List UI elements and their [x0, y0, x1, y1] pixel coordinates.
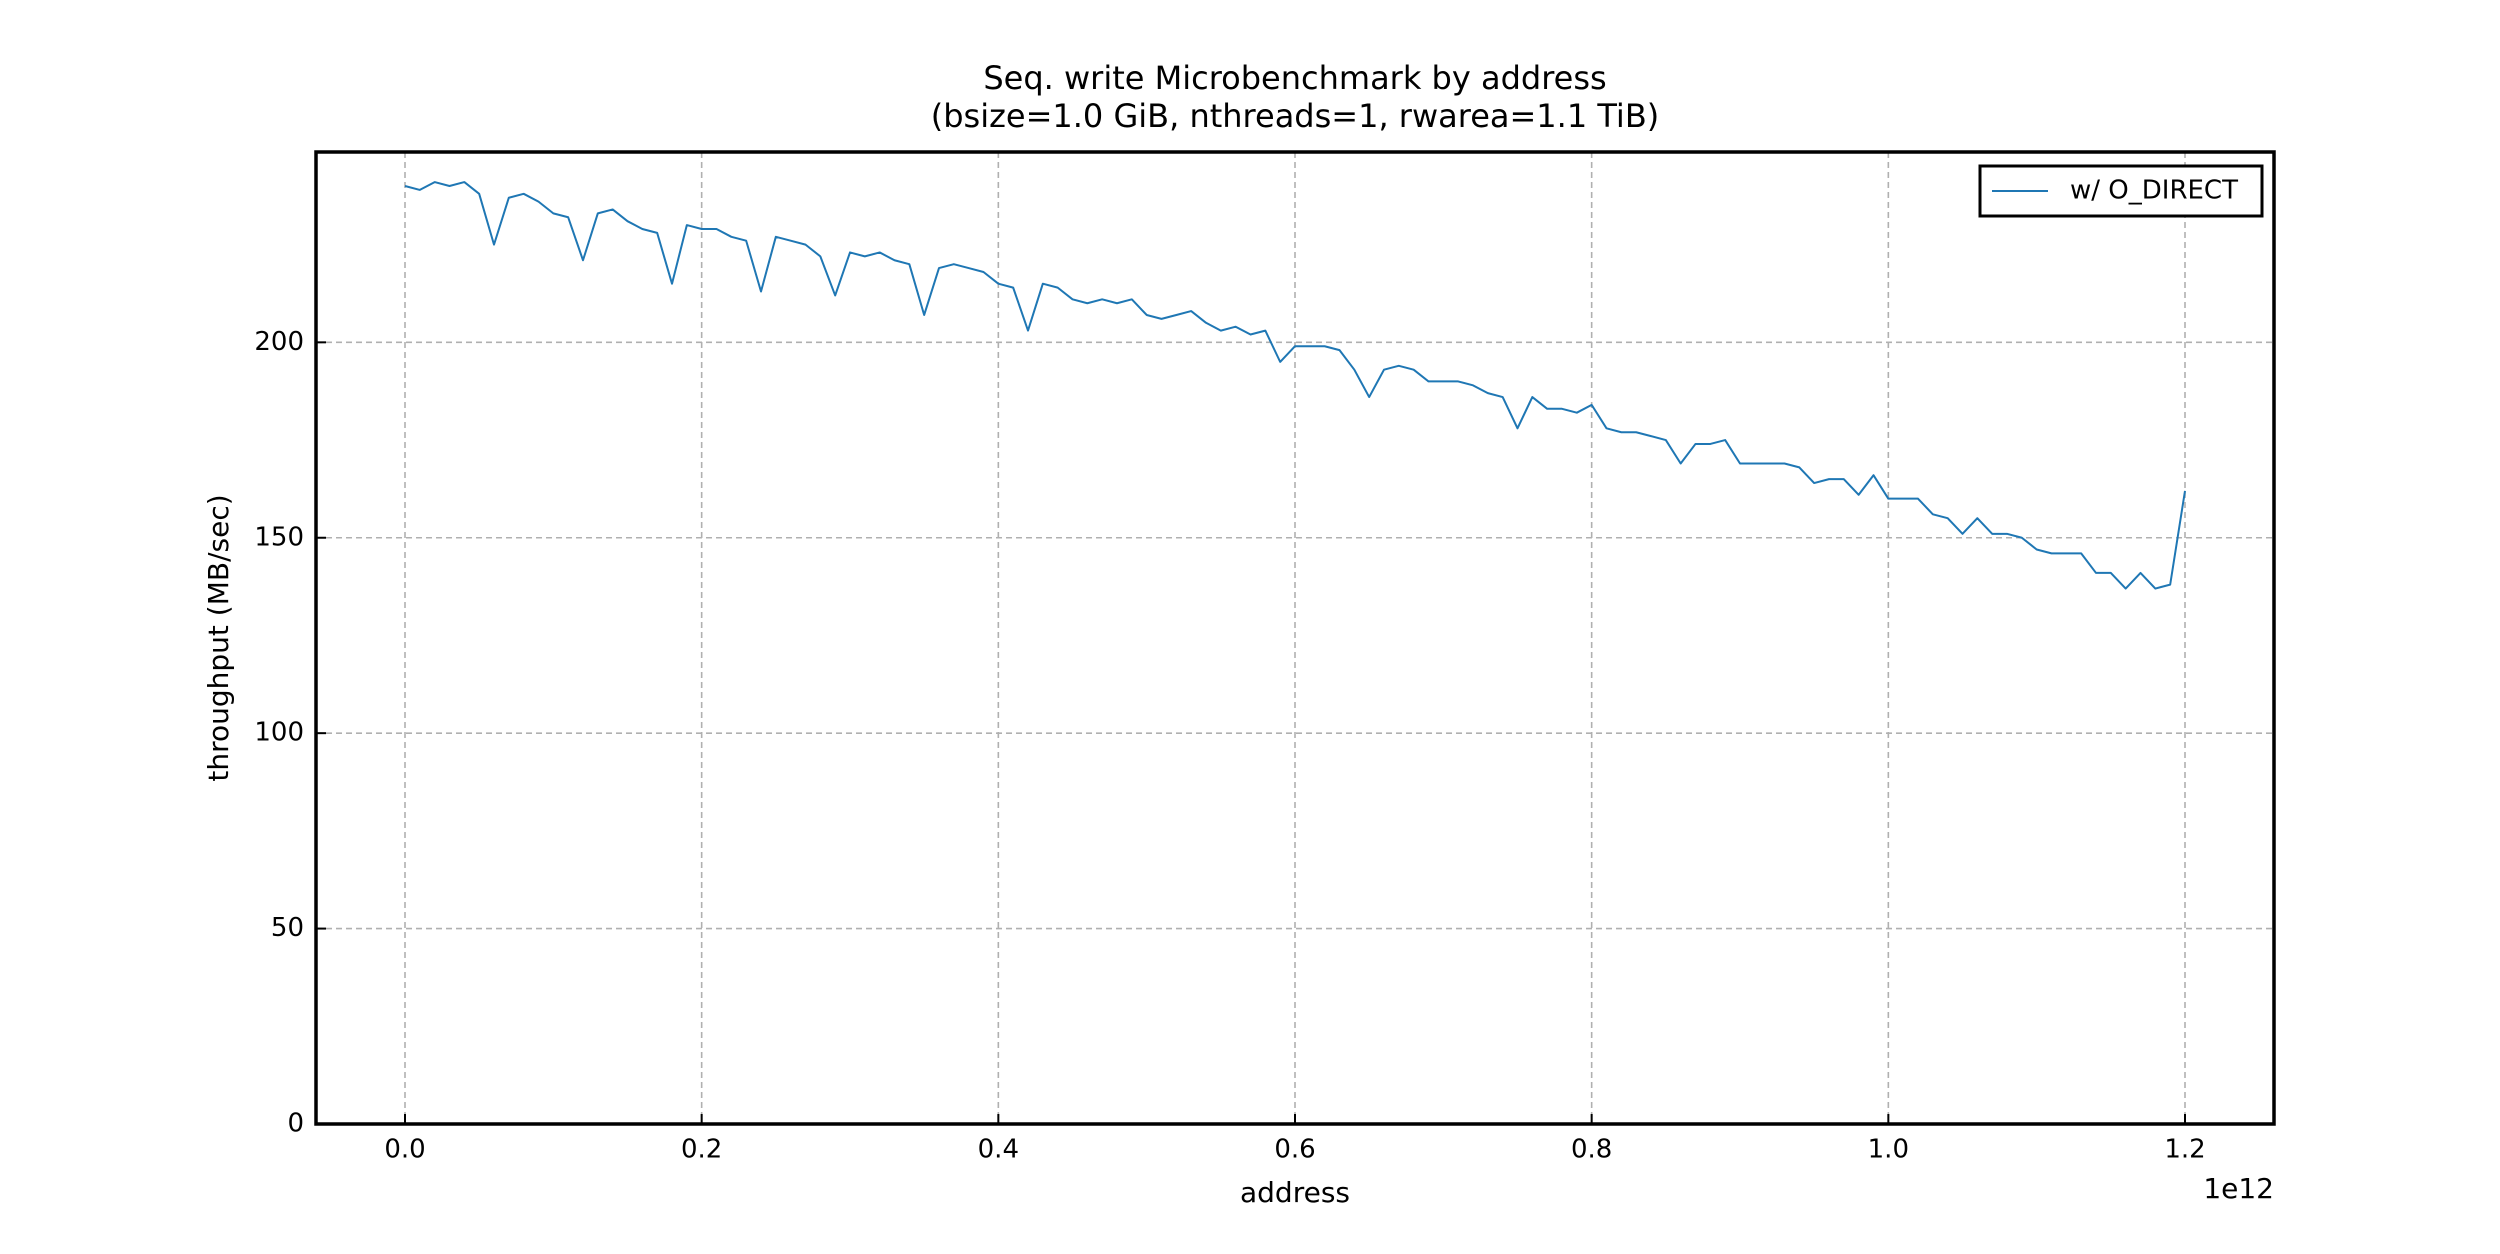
y-tick-label: 0: [287, 1109, 304, 1139]
x-tick-label: 0.6: [1274, 1135, 1315, 1165]
y-tick-label: 200: [254, 327, 304, 357]
y-tick-label: 50: [271, 913, 304, 943]
y-tick-label: 150: [254, 522, 304, 552]
x-tick-label: 0.4: [978, 1135, 1019, 1165]
x-offset-label: 1e12: [2203, 1172, 2274, 1205]
data-line: [404, 181, 2186, 590]
legend-label: w/ O_DIRECT: [2070, 176, 2238, 206]
chart-subtitle: (bsize=1.0 GiB, nthreads=1, rwarea=1.1 T…: [931, 97, 1660, 135]
y-tick-label: 100: [254, 718, 304, 748]
x-tick-label: 0.8: [1571, 1135, 1612, 1165]
y-axis-label: throughput (MB/sec): [202, 494, 235, 781]
x-tick-label: 1.2: [2164, 1135, 2205, 1165]
x-axis-label: address: [1240, 1176, 1350, 1209]
chart-title: Seq. write Microbenchmark by address: [983, 59, 1606, 97]
plot-frame: [314, 150, 2276, 1126]
x-tick-label: 0.2: [681, 1135, 722, 1165]
x-tick-label: 0.0: [384, 1135, 425, 1165]
x-tick-label: 1.0: [1868, 1135, 1909, 1165]
